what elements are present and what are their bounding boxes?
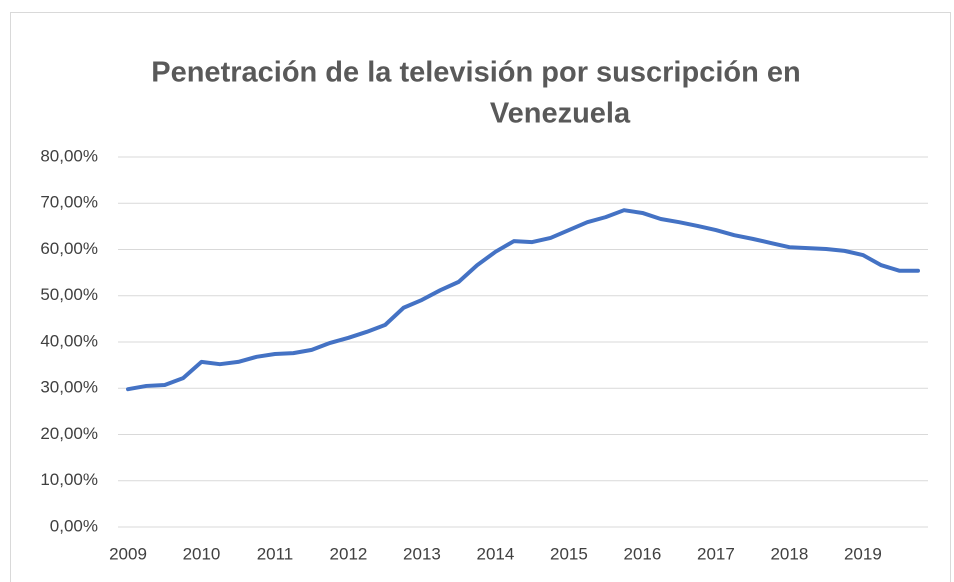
x-tick-label: 2018 — [770, 544, 808, 563]
chart-title: Penetración de la televisión por suscrip… — [151, 57, 800, 89]
y-tick-label: 0,00% — [50, 516, 98, 535]
x-tick-label: 2013 — [403, 544, 441, 563]
y-tick-label: 70,00% — [40, 193, 98, 212]
x-tick-label: 2015 — [550, 544, 588, 563]
chart-title: Venezuela — [490, 98, 631, 130]
y-tick-label: 10,00% — [40, 470, 98, 489]
y-tick-label: 50,00% — [40, 285, 98, 304]
y-tick-label: 20,00% — [40, 424, 98, 443]
chart-border — [10, 12, 951, 582]
line — [126, 208, 920, 392]
x-tick-label: 2012 — [330, 544, 368, 563]
x-tick-label: 2017 — [697, 544, 735, 563]
x-tick-label: 2014 — [477, 544, 515, 563]
x-tick-label: 2011 — [257, 544, 294, 563]
y-tick-label: 60,00% — [40, 239, 98, 258]
y-tick-label: 40,00% — [40, 331, 98, 350]
x-tick-label: 2009 — [109, 544, 147, 563]
x-tick-label: 2010 — [183, 544, 221, 563]
y-tick-label: 30,00% — [40, 378, 98, 397]
x-tick-label: 2019 — [844, 544, 882, 563]
x-tick-label: 2016 — [624, 544, 662, 563]
y-tick-label: 80,00% — [40, 146, 98, 165]
